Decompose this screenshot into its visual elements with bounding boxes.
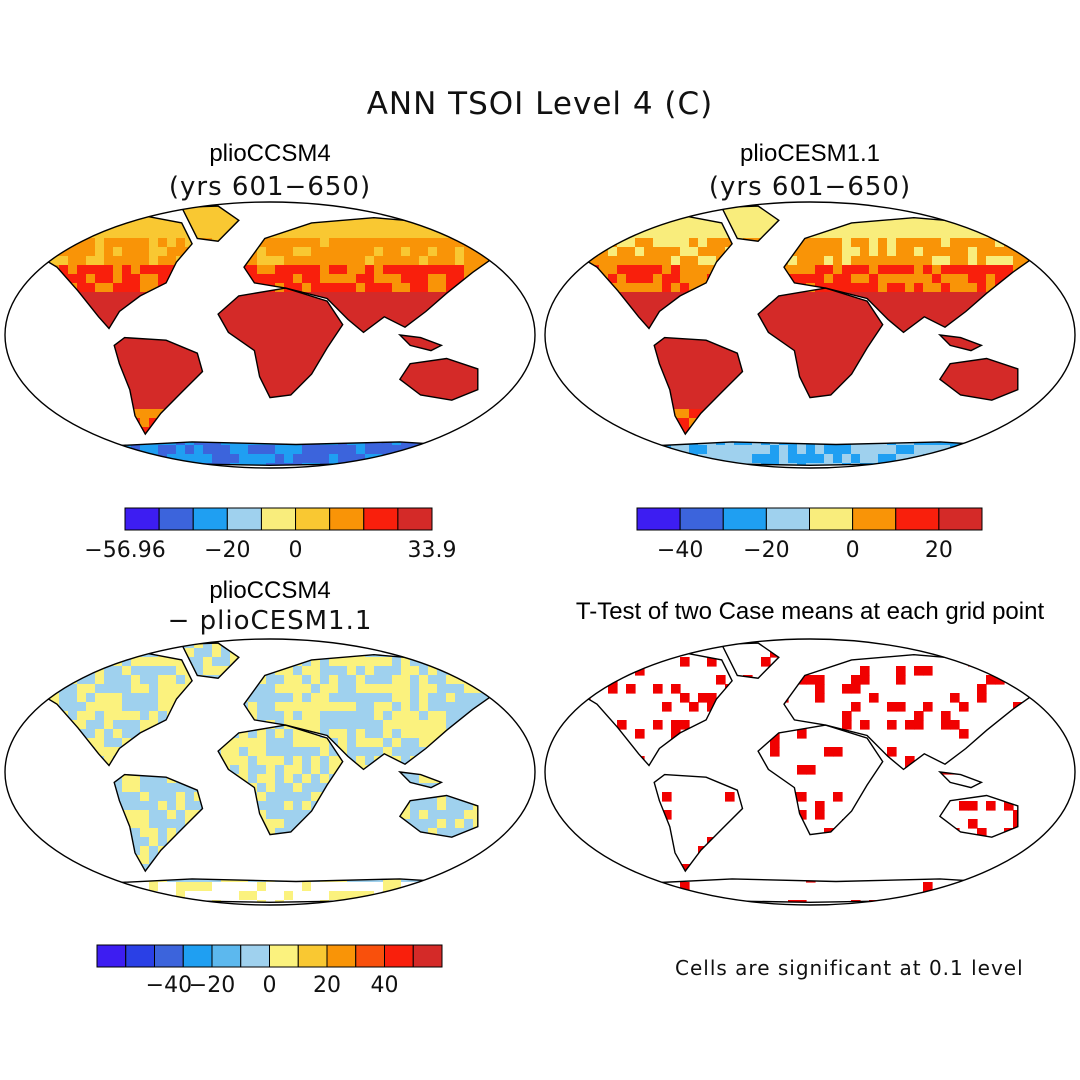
colorbar-tick-label: 40 <box>371 973 399 998</box>
colorbar-tick-label: 0 <box>289 538 303 563</box>
colorbar-swatch <box>809 507 854 531</box>
colorbar-swatch <box>765 507 810 531</box>
panel-3-title: plioCCSM4 <box>209 577 331 604</box>
panel-4-title: T-Test of two Case means at each grid po… <box>575 598 1045 625</box>
colorbar-tick-label: −56.96 <box>84 538 165 563</box>
colorbar-swatch <box>124 507 160 531</box>
coast-seasia <box>937 334 984 352</box>
map-panel-4 <box>544 638 1076 906</box>
colorbar-tick-label: 20 <box>925 538 953 563</box>
coast-namerica <box>570 651 733 767</box>
panel-2-title: plioCESM1.1 <box>739 140 881 167</box>
significance-footnote: Cells are significant at 0.1 level <box>675 956 1024 980</box>
colorbar-tick-label: −20 <box>204 538 250 563</box>
colorbar-swatch <box>154 944 184 968</box>
coast-eurasia <box>243 216 500 334</box>
colorbar-swatch <box>226 507 262 531</box>
coast-seasia <box>397 771 444 789</box>
colorbar-1: −56.96 −20 0 33.9 <box>84 507 457 563</box>
coast-seasia <box>397 334 444 352</box>
map-border <box>4 201 536 469</box>
coast-africa <box>757 724 884 836</box>
colorbar-swatch <box>722 507 767 531</box>
coast-australia <box>938 794 1019 838</box>
colorbar-swatch <box>384 944 414 968</box>
coast-africa <box>217 724 344 836</box>
coast-australia <box>938 357 1019 401</box>
coast-eurasia <box>783 216 1040 334</box>
coast-samerica <box>653 773 744 873</box>
coast-australia <box>398 794 479 838</box>
panel-1-subtitle: (yrs 601−650) <box>168 172 372 202</box>
coast-greenland <box>720 642 780 679</box>
coast-australia <box>398 357 479 401</box>
coast-greenland <box>180 205 240 242</box>
coast-seasia <box>937 771 984 789</box>
colorbar-swatch <box>260 507 297 531</box>
coast-greenland <box>180 642 240 679</box>
coast-namerica <box>570 214 733 330</box>
panel-3-subtitle: − plioCESM1.1 <box>167 606 373 636</box>
colorbar-swatch <box>938 507 983 531</box>
colorbar-tick-label: −40 <box>657 538 703 563</box>
colorbar-swatch <box>355 944 385 968</box>
colorbar-swatch <box>412 944 443 968</box>
colorbar-swatch <box>269 944 299 968</box>
colorbar-swatch <box>211 944 242 968</box>
colorbar-swatch <box>240 944 270 968</box>
colorbar-swatch <box>125 944 155 968</box>
coast-samerica <box>113 773 204 873</box>
colorbar-3: −40−20 0 20 40 <box>96 944 443 998</box>
colorbar-swatch <box>295 507 331 531</box>
map-panel-1 <box>4 201 536 469</box>
map-border <box>4 638 536 906</box>
colorbar-tick-label: −40 <box>146 973 192 998</box>
colorbar-swatch <box>363 507 399 531</box>
colorbar-swatch <box>182 944 213 968</box>
figure-title: ANN TSOI Level 4 (C) <box>366 86 714 122</box>
coast-eurasia <box>243 653 500 771</box>
coast-eurasia <box>783 653 1040 771</box>
colorbar-swatch <box>158 507 194 531</box>
colorbar-tick-label: 0 <box>263 973 277 998</box>
coast-namerica <box>30 214 193 330</box>
map-border <box>544 201 1076 469</box>
colorbar-tick-label: 20 <box>313 973 341 998</box>
colorbar-swatch <box>397 507 433 531</box>
colorbar-swatch <box>326 944 357 968</box>
colorbar-2: −40 −20 0 20 <box>636 507 983 563</box>
colorbar-tick-label: 0 <box>846 538 860 563</box>
coast-samerica <box>113 336 204 436</box>
colorbar-swatch <box>96 944 127 968</box>
colorbar-tick-label: −20 <box>189 973 235 998</box>
panel-2-subtitle: (yrs 601−650) <box>708 172 912 202</box>
colorbar-swatch <box>636 507 681 531</box>
coast-greenland <box>720 205 780 242</box>
colorbar-swatch <box>895 507 940 531</box>
map-border <box>544 638 1076 906</box>
map-panel-2 <box>544 201 1076 469</box>
coast-samerica <box>653 336 744 436</box>
panel-1-title: plioCCSM4 <box>209 140 331 167</box>
colorbar-swatch <box>679 507 724 531</box>
coast-africa <box>217 287 344 399</box>
map-panel-3 <box>4 638 536 906</box>
colorbar-swatch <box>297 944 328 968</box>
coast-namerica <box>30 651 193 767</box>
colorbar-tick-label: 33.9 <box>408 538 457 563</box>
colorbar-swatch <box>329 507 365 531</box>
colorbar-tick-label: −20 <box>743 538 789 563</box>
colorbar-swatch <box>852 507 897 531</box>
coast-africa <box>757 287 884 399</box>
colorbar-swatch <box>192 507 228 531</box>
